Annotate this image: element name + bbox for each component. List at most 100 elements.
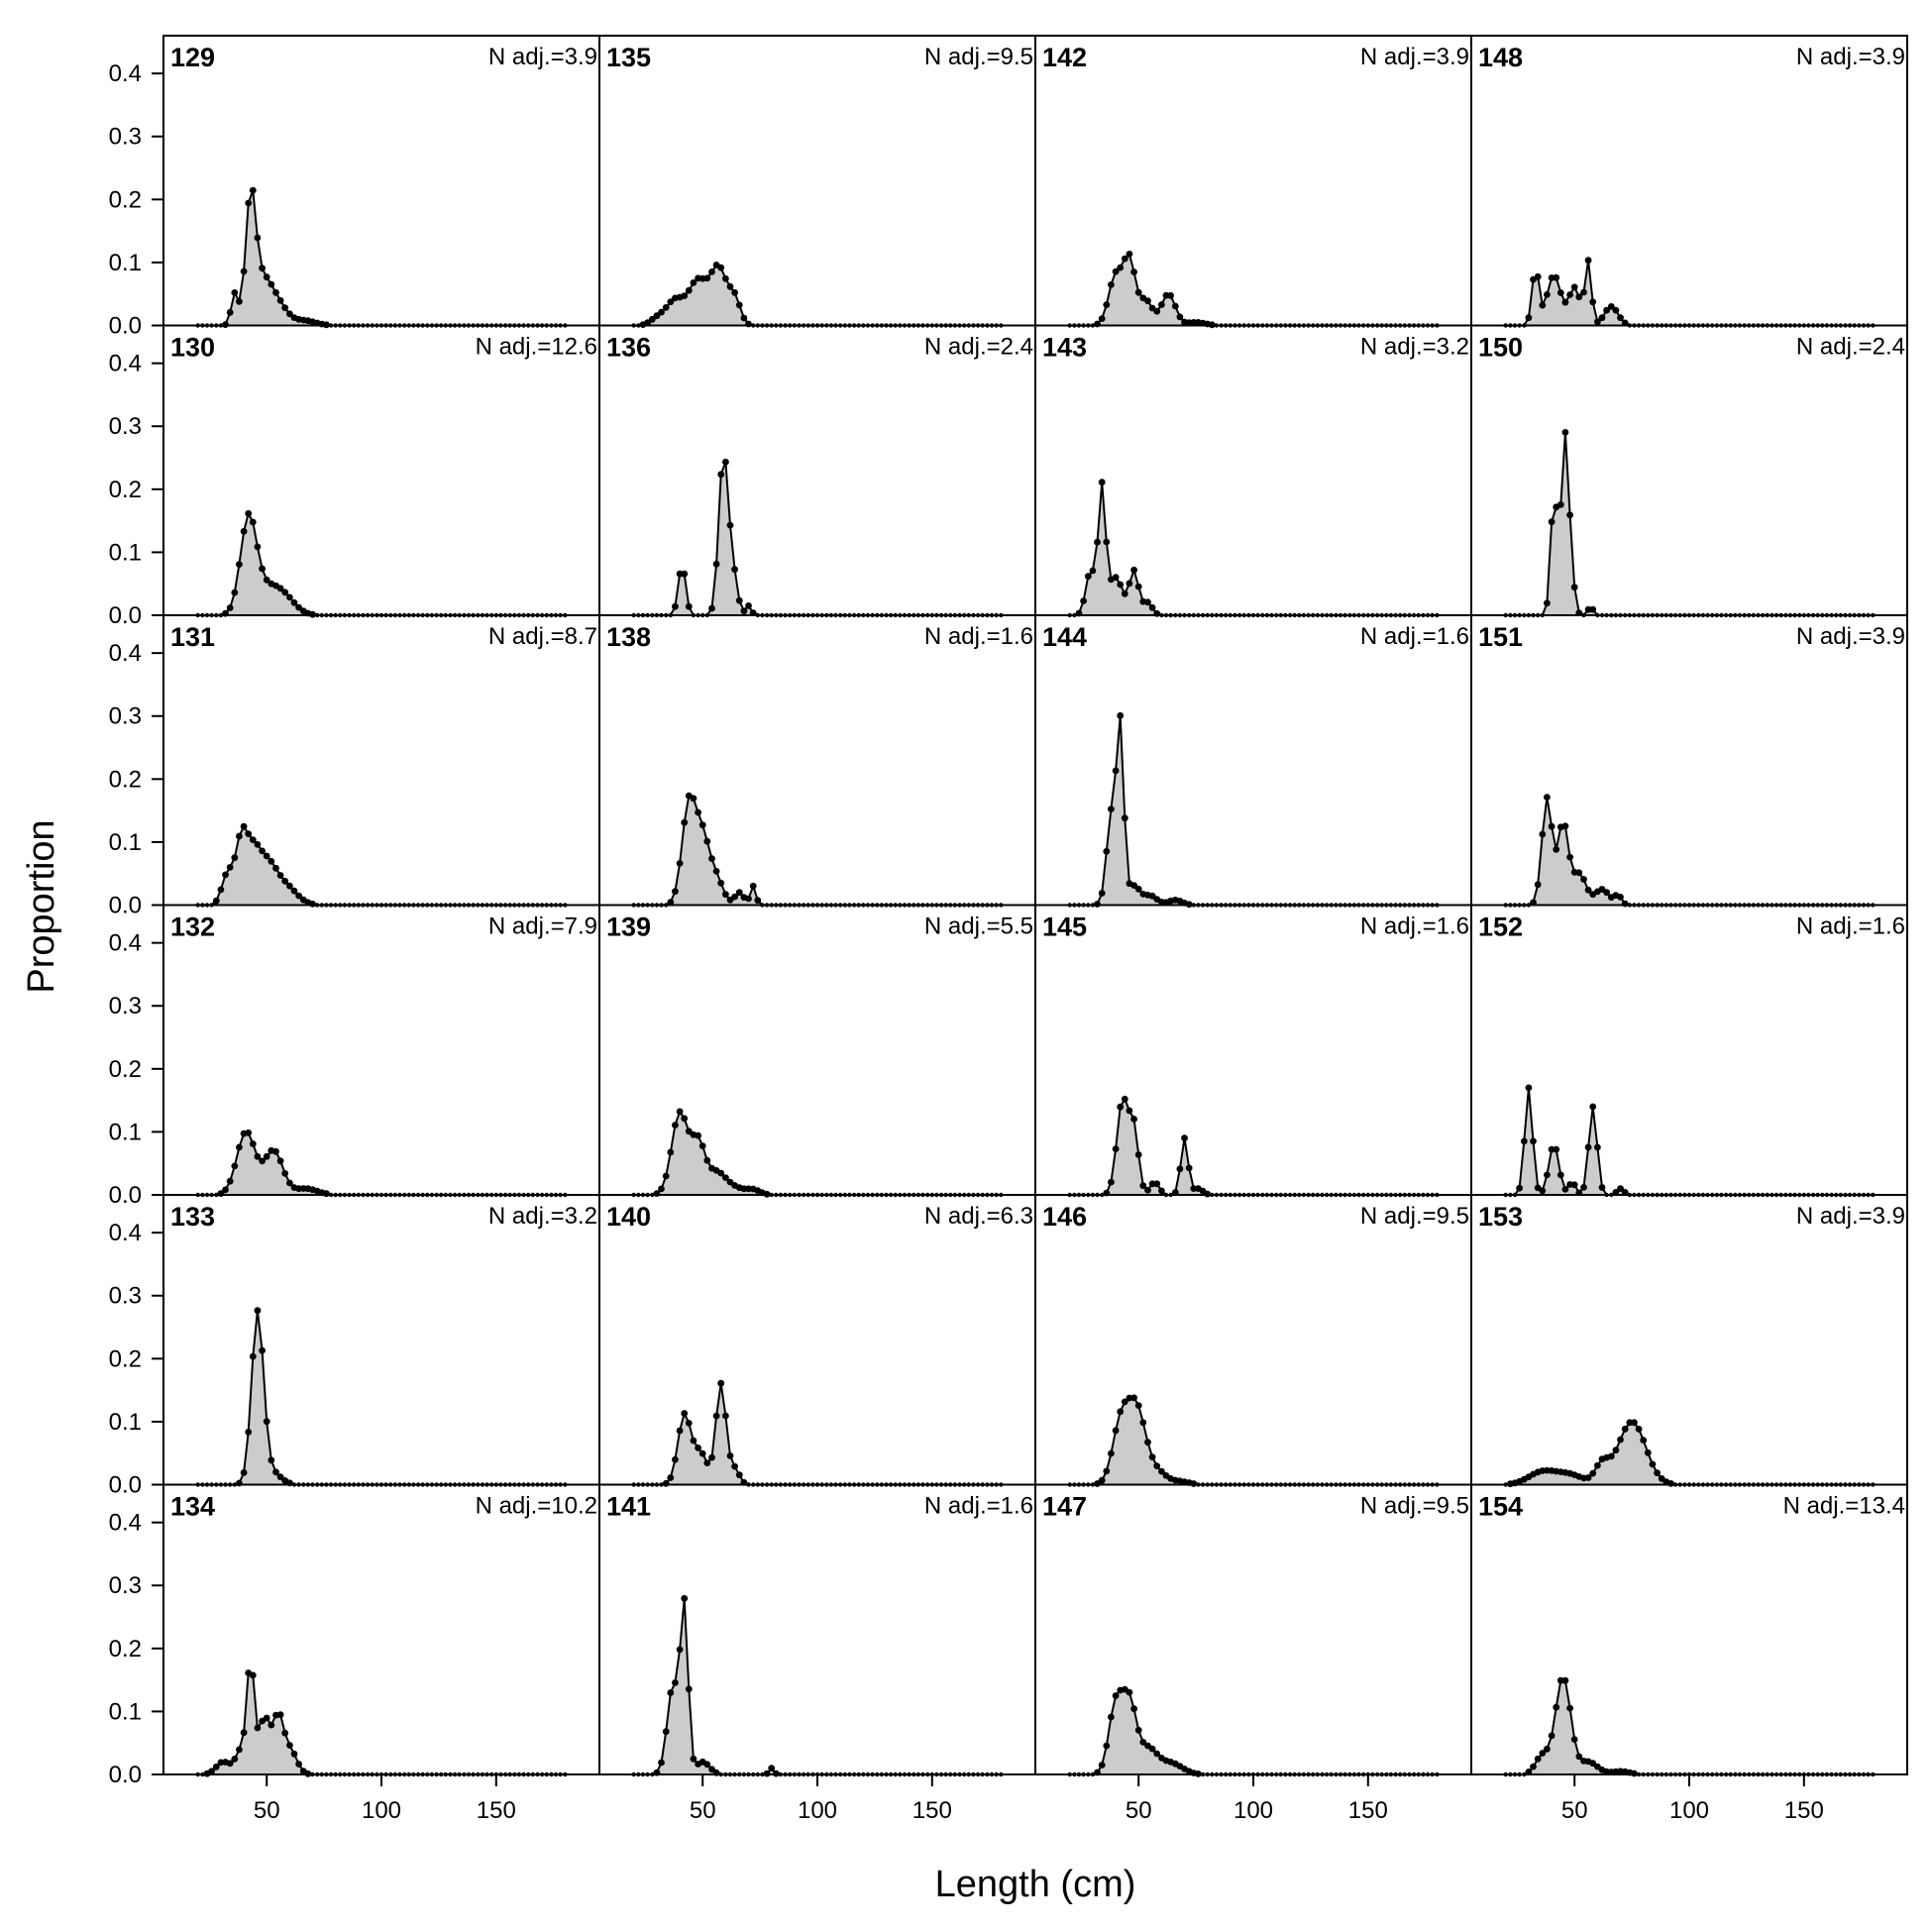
points-143 [1067, 479, 1440, 618]
point-133 [245, 1429, 253, 1436]
n-adj-label-148: N adj.=3.9 [1796, 44, 1905, 70]
point-148 [1561, 298, 1569, 306]
point-145 [1121, 1095, 1128, 1103]
n-adj-label-145: N adj.=1.6 [1360, 913, 1469, 940]
panel-150: 150 N adj.=2.4 [1470, 324, 1908, 618]
point-151 [1584, 886, 1592, 894]
point-140 [722, 1412, 729, 1420]
y-tick-label: 0.2 [109, 186, 142, 213]
point-131 [222, 871, 229, 879]
point-134 [263, 1714, 270, 1722]
panel-140: 140 N adj.=6.3 [598, 1194, 1036, 1487]
panel-label-148: 148 [1478, 43, 1523, 72]
point-142 [1098, 315, 1106, 322]
point-142 [1176, 313, 1184, 321]
x-tick-label: 150 [912, 1797, 952, 1824]
points-147 [1067, 1685, 1440, 1777]
area-145 [1069, 1099, 1438, 1195]
point-148 [1544, 291, 1551, 298]
area-138 [633, 796, 1002, 906]
n-adj-label-144: N adj.=1.6 [1360, 623, 1469, 650]
point-138 [708, 855, 715, 862]
panel-label-144: 144 [1042, 622, 1087, 652]
point-132 [281, 1170, 289, 1177]
x-tick-label: 150 [1784, 1797, 1824, 1824]
point-136 [685, 602, 693, 610]
panel-label-133: 133 [170, 1202, 215, 1232]
panel-145: 145 N adj.=1.6 [1034, 904, 1472, 1198]
point-147 [1153, 1750, 1161, 1758]
point-141 [685, 1685, 693, 1693]
n-adj-label-146: N adj.=9.5 [1360, 1203, 1469, 1230]
point-147 [1112, 1692, 1120, 1699]
panel-frame-140 [598, 1194, 1036, 1486]
panel-frame-134 [162, 1483, 600, 1775]
panel-label-135: 135 [606, 43, 651, 72]
panel-label-136: 136 [606, 333, 651, 363]
point-151 [1544, 794, 1551, 801]
panel-label-129: 129 [170, 43, 215, 72]
point-134 [268, 1721, 275, 1729]
point-147 [1130, 1705, 1137, 1713]
point-146 [1117, 1408, 1125, 1416]
point-144 [1117, 711, 1125, 719]
panel-frame-133 [162, 1194, 600, 1486]
n-adj-label-141: N adj.=1.6 [924, 1493, 1033, 1520]
point-145 [1181, 1134, 1188, 1142]
x-tick-label: 50 [690, 1797, 716, 1824]
y-tick-label: 0.1 [109, 1409, 142, 1436]
point-143 [1103, 538, 1111, 546]
y-tick-label: 0.1 [109, 829, 142, 856]
point-139 [698, 1142, 706, 1149]
point-129 [245, 199, 253, 207]
point-132 [249, 1140, 257, 1147]
panel-label-146: 146 [1042, 1202, 1087, 1232]
point-129 [249, 186, 257, 194]
point-146 [1158, 1467, 1165, 1475]
point-132 [276, 1157, 284, 1165]
point-134 [226, 1760, 234, 1768]
point-130 [240, 527, 248, 535]
point-131 [263, 852, 270, 860]
point-129 [263, 273, 270, 281]
panel-label-153: 153 [1478, 1202, 1523, 1232]
point-152 [1516, 1184, 1523, 1192]
point-154 [1575, 1753, 1583, 1761]
panel-frame-142 [1034, 35, 1472, 327]
panel-147: 147 N adj.=9.5 [1034, 1483, 1472, 1777]
points-135 [631, 262, 1004, 328]
x-axis-title: Length (cm) [935, 1864, 1136, 1905]
point-138 [722, 891, 729, 899]
point-133 [249, 1352, 257, 1360]
panel-label-138: 138 [606, 622, 651, 652]
point-134 [290, 1750, 298, 1758]
point-140 [712, 1412, 720, 1420]
point-131 [309, 901, 316, 908]
point-145 [1144, 1186, 1151, 1194]
point-148 [1612, 306, 1620, 314]
point-131 [226, 864, 234, 871]
panel-frame-152 [1470, 904, 1908, 1196]
x-tick-label: 50 [254, 1797, 280, 1824]
panel-label-134: 134 [170, 1492, 215, 1522]
panel-129: 129 N adj.=3.9 [162, 35, 600, 329]
point-135 [740, 314, 748, 322]
n-adj-label-136: N adj.=2.4 [924, 334, 1033, 361]
point-138 [735, 889, 743, 897]
point-133 [263, 1418, 270, 1426]
point-135 [717, 264, 725, 271]
point-151 [1548, 822, 1556, 830]
point-148 [1566, 291, 1573, 298]
point-141 [667, 1689, 675, 1696]
y-tick-label: 0.0 [109, 1762, 142, 1788]
panel-134: 134 N adj.=10.2 [162, 1483, 600, 1777]
point-133 [254, 1307, 262, 1315]
point-132 [254, 1152, 262, 1160]
point-129 [236, 297, 243, 305]
point-134 [295, 1761, 302, 1768]
point-148 [1607, 303, 1615, 310]
n-adj-label-153: N adj.=3.9 [1796, 1203, 1905, 1230]
point-133 [272, 1468, 279, 1476]
y-tick-label: 0.4 [109, 930, 142, 957]
